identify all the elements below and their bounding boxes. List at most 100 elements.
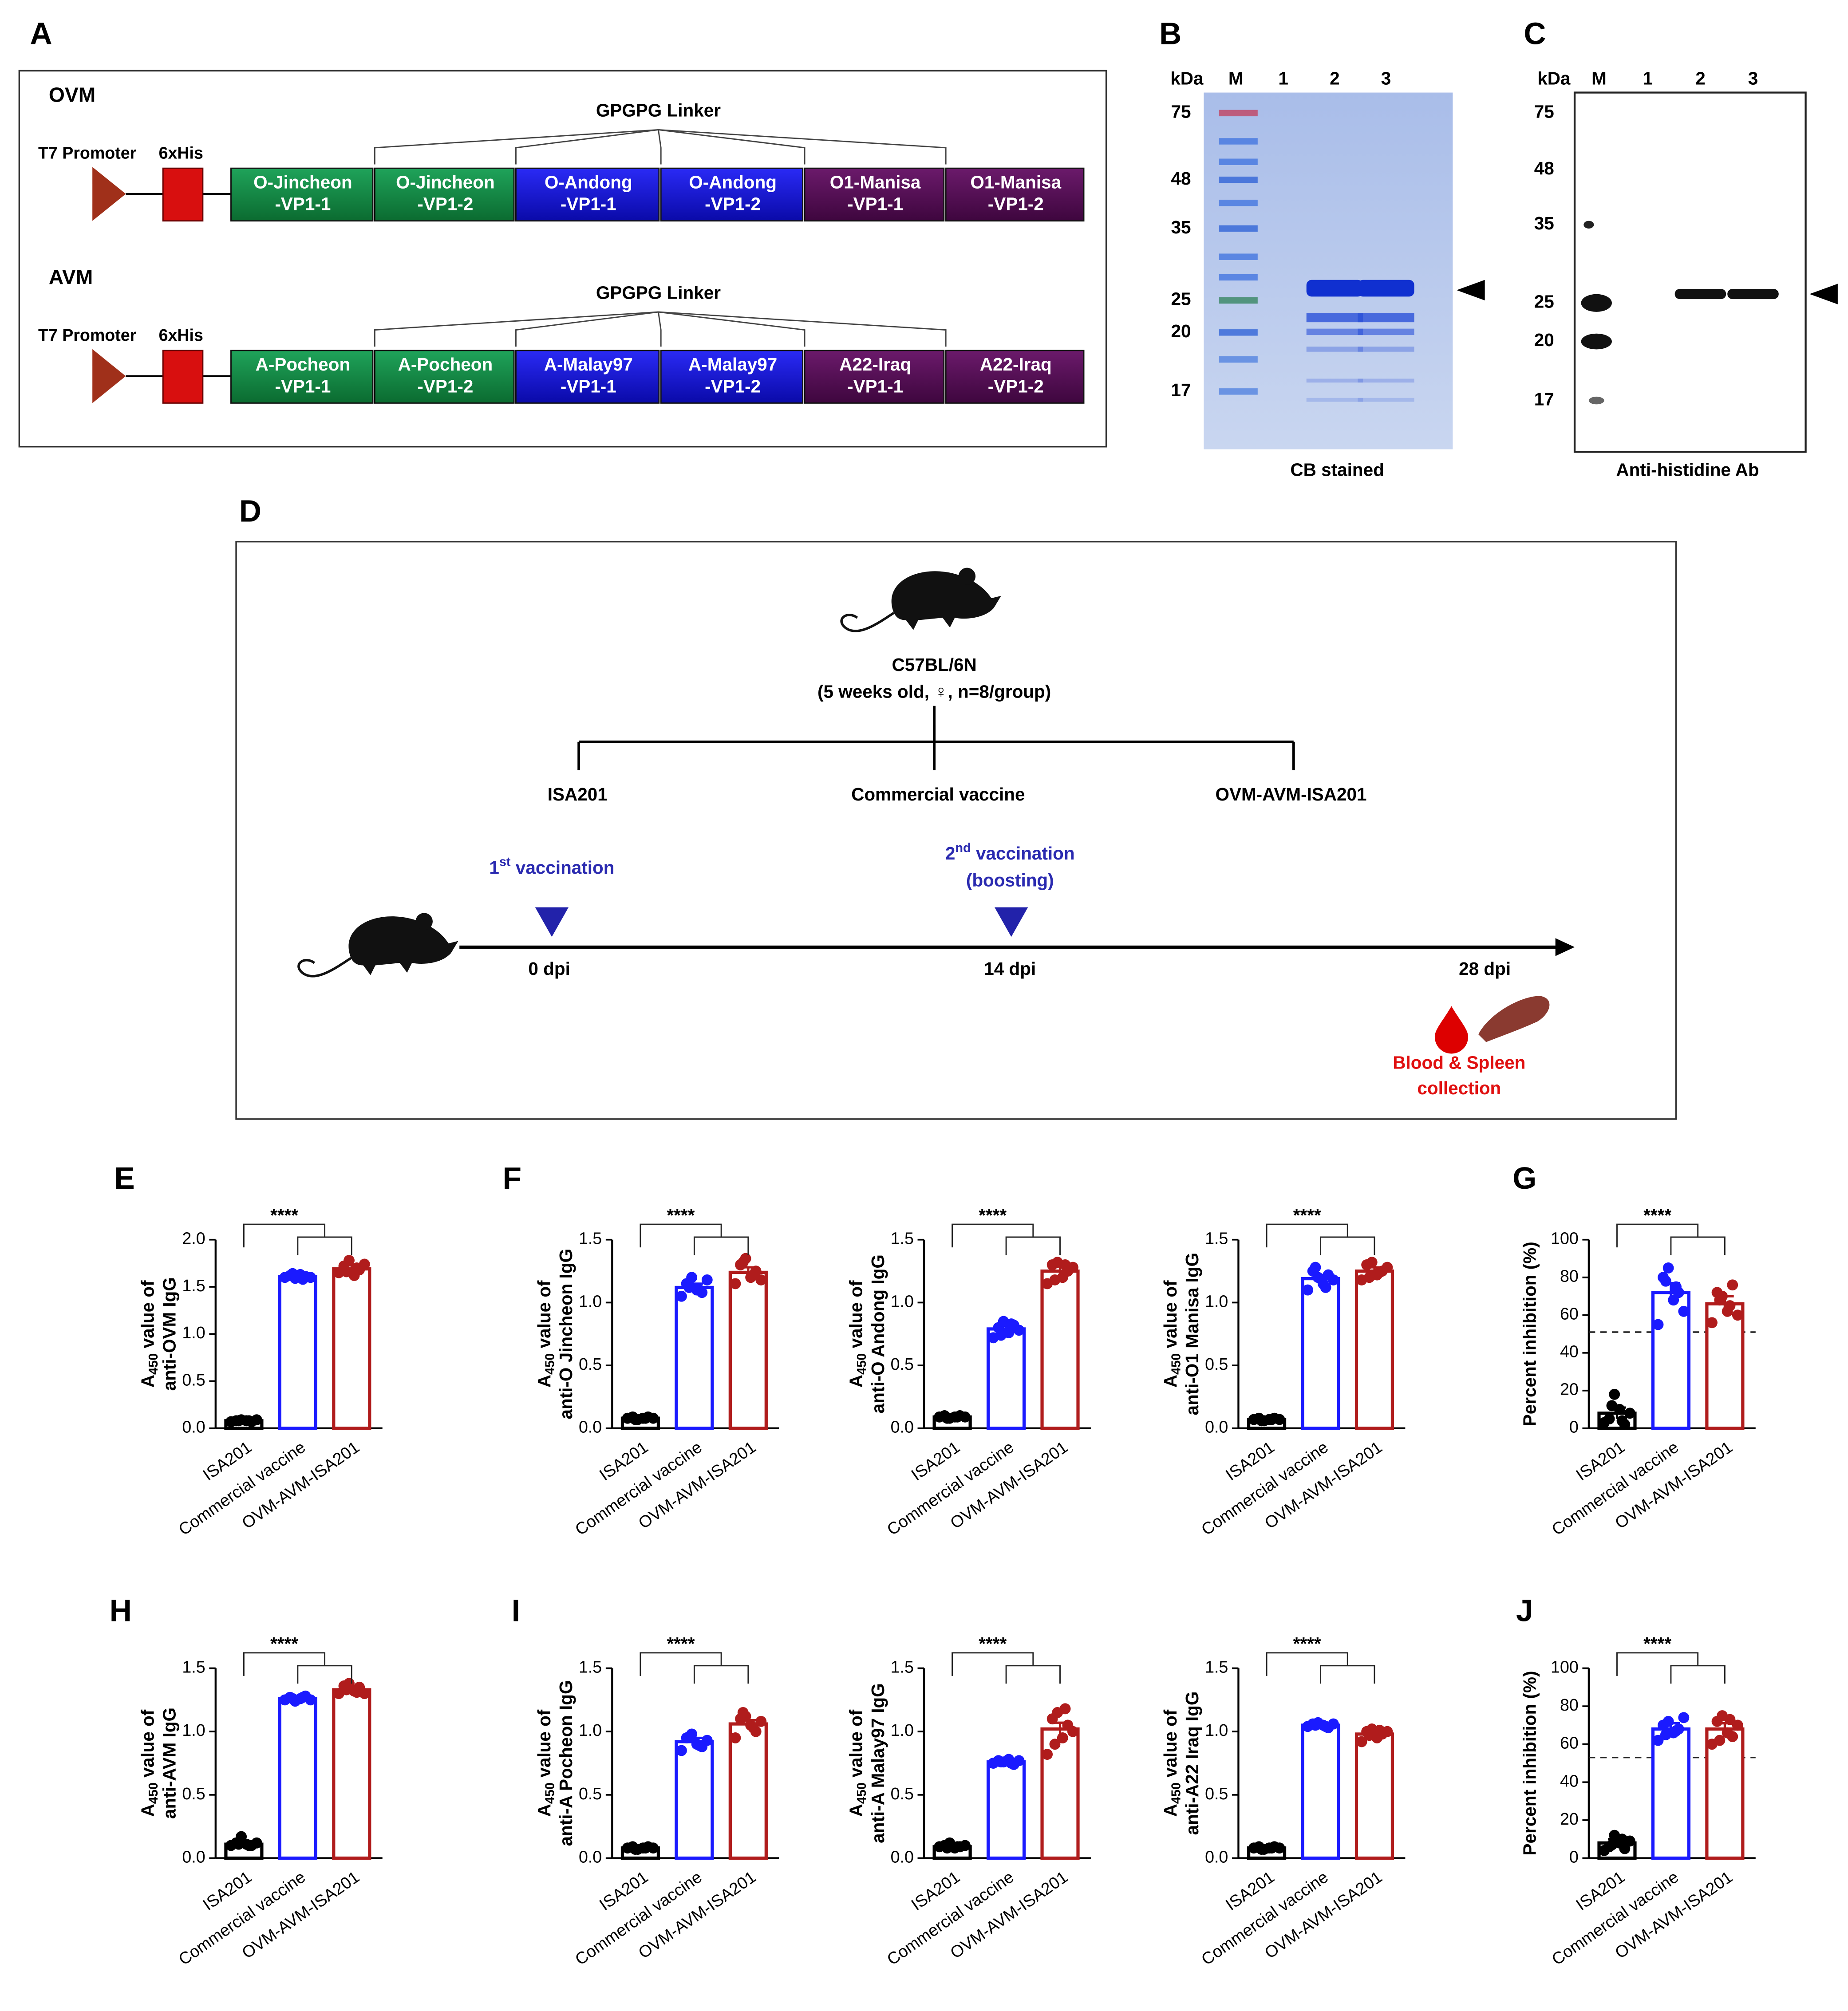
caption: Anti-histidine Ab (1616, 459, 1759, 480)
significance-bracket (952, 1223, 1034, 1248)
y-tick-label: 1.0 (1205, 1292, 1228, 1310)
significance-bracket (693, 1665, 749, 1684)
significance-bracket (297, 1236, 352, 1255)
panel-label: E (114, 1161, 134, 1195)
y-tick-label: 0 (1569, 1418, 1579, 1436)
segment (515, 167, 660, 222)
linker-label: GPGPG Linker (596, 100, 721, 121)
segment-label: -VP1-1 (275, 376, 331, 396)
data-point (629, 1414, 641, 1425)
segment-label: -VP1-2 (988, 376, 1044, 396)
vaccination-marker (535, 907, 569, 937)
significance-bracket (243, 1223, 326, 1248)
panel-label: C (1524, 16, 1546, 51)
protein-band (1358, 347, 1414, 352)
ladder-band (1219, 138, 1258, 145)
blood-icon (1434, 1006, 1469, 1054)
data-point (1057, 1732, 1068, 1743)
lane-label: 1 (1643, 68, 1653, 88)
linker-bracket (374, 311, 659, 347)
data-point (1652, 1735, 1664, 1746)
y-axis-label: A450 value of (845, 1280, 869, 1388)
his-tag-icon (162, 350, 204, 404)
significance-bracket (1616, 1223, 1699, 1248)
y-axis-label: anti-OVM IgG (159, 1277, 179, 1391)
construct-name: OVM (49, 83, 95, 106)
linker-bracket (658, 129, 947, 165)
y-tick-label: 60 (1560, 1305, 1579, 1323)
y-tick-label: 80 (1560, 1696, 1579, 1714)
marker-label: 35 (1171, 217, 1191, 237)
data-point (1662, 1262, 1674, 1274)
mouse-body (348, 916, 458, 975)
y-tick-label: 0.5 (579, 1784, 602, 1803)
data-point (737, 1707, 749, 1718)
y-tick-label: 1.0 (579, 1721, 602, 1739)
segment (945, 350, 1085, 404)
mouse-body (891, 571, 1001, 630)
y-axis-label: anti-A22 Iraq IgG (1182, 1692, 1202, 1835)
significance-bracket (1005, 1236, 1061, 1255)
segment-label: O-Jincheon (253, 172, 352, 193)
segment (660, 167, 804, 222)
y-axis-label: anti-A Pocheon IgG (556, 1680, 576, 1846)
data-point (1662, 1715, 1674, 1727)
y-tick-label: 100 (1551, 1229, 1579, 1248)
tag-label: 6xHis (159, 143, 203, 162)
y-axis-label-part: value of (845, 1709, 866, 1782)
vaccination-marker (995, 907, 1028, 937)
segment (804, 350, 945, 404)
y-tick-label: 1.0 (579, 1292, 602, 1310)
y-axis-label-part: Percent inhibition (%) (1519, 1671, 1540, 1856)
segment (230, 167, 374, 222)
marker-label: 48 (1534, 158, 1554, 178)
data-point (952, 1411, 963, 1423)
data-point (1256, 1844, 1267, 1855)
data-point (341, 1266, 352, 1278)
protein-band (1306, 280, 1363, 297)
data-point (1006, 1318, 1017, 1330)
y-axis-label-sub: 450 (855, 1782, 869, 1804)
y-tick-label: 1.5 (182, 1276, 205, 1295)
significance-label: **** (979, 1633, 1007, 1654)
data-point (683, 1282, 695, 1293)
data-point (1374, 1724, 1385, 1736)
y-axis-label: A450 value of (534, 1709, 557, 1817)
data-point (1660, 1729, 1671, 1740)
y-axis-label: anti-O Jincheon IgG (556, 1249, 576, 1419)
significance-bracket (1670, 1236, 1726, 1255)
protein-band (1358, 379, 1414, 383)
y-tick-label: 0.5 (1205, 1784, 1228, 1803)
data-point (952, 1841, 963, 1853)
ordinal: 1 (489, 857, 499, 878)
protein-band (1358, 280, 1414, 297)
y-axis-label-part: A (137, 1804, 158, 1817)
data-point (1356, 1736, 1367, 1747)
data-point (1732, 1309, 1743, 1321)
data-point (1606, 1839, 1618, 1850)
significance-bracket (1266, 1223, 1348, 1248)
y-tick-label: 1.0 (182, 1323, 205, 1342)
bar (675, 1740, 714, 1860)
marker-label: 17 (1534, 389, 1554, 409)
marker-label: 75 (1534, 102, 1554, 122)
y-axis-label-part: anti-A22 Iraq IgG (1182, 1692, 1202, 1835)
segment-label: -VP1-1 (561, 194, 616, 214)
significance-bracket (952, 1652, 1034, 1676)
protein-band (1358, 328, 1414, 335)
mouse-tail (297, 957, 352, 978)
data-point (747, 1269, 759, 1281)
y-axis-label-part: anti-AVM IgG (159, 1707, 179, 1819)
y-tick-label: 0.5 (182, 1784, 205, 1803)
segment-label: A22-Iraq (839, 354, 911, 375)
segment-label: -VP1-2 (705, 376, 761, 396)
y-axis-label-part: A (534, 1375, 554, 1388)
collection-label: Blood & Spleen (1393, 1052, 1525, 1073)
data-point (297, 1692, 308, 1703)
y-tick-label: 40 (1560, 1771, 1579, 1790)
group-label: ISA201 (548, 784, 608, 804)
data-point (1067, 1726, 1078, 1737)
y-axis-label-sub: 450 (543, 1782, 557, 1804)
y-axis-label: anti-O1 Manisa IgG (1182, 1253, 1202, 1416)
